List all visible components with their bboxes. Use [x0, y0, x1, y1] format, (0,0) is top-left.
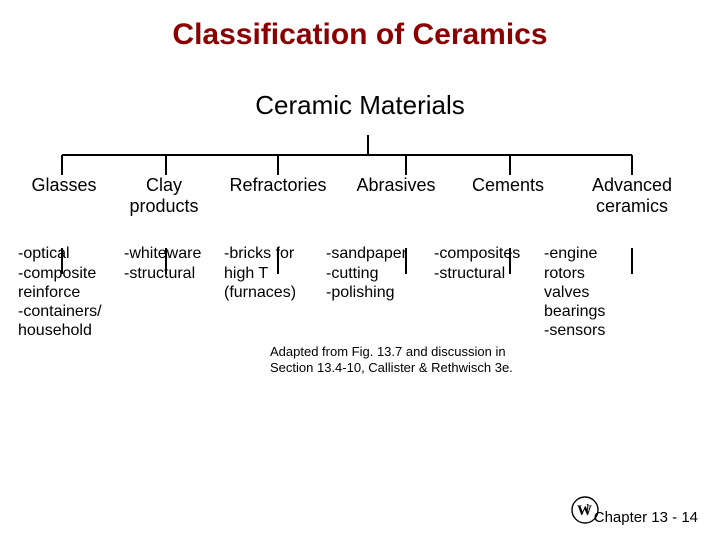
category-abrasives: Abrasives [338, 175, 454, 216]
category-row: Glasses Clay products Refractories Abras… [0, 175, 720, 216]
footer-chapter: Chapter 13 - [594, 509, 677, 526]
footer: Chapter 13 - 14 [594, 509, 698, 526]
footer-page: 14 [681, 509, 698, 526]
citation-text: Adapted from Fig. 13.7 and discussion in… [270, 344, 513, 375]
category-clay: Clay products [110, 175, 218, 216]
tree-connector-bottom [18, 248, 702, 278]
category-advanced: Advanced ceramics [562, 175, 702, 216]
category-glasses: Glasses [18, 175, 110, 216]
page-title: Classification of Ceramics [0, 0, 720, 52]
tree-connector-top [18, 129, 702, 177]
category-refractories: Refractories [218, 175, 338, 216]
root-node-label: Ceramic Materials [0, 52, 720, 121]
category-cements: Cements [454, 175, 562, 216]
svg-text:J: J [585, 502, 590, 514]
